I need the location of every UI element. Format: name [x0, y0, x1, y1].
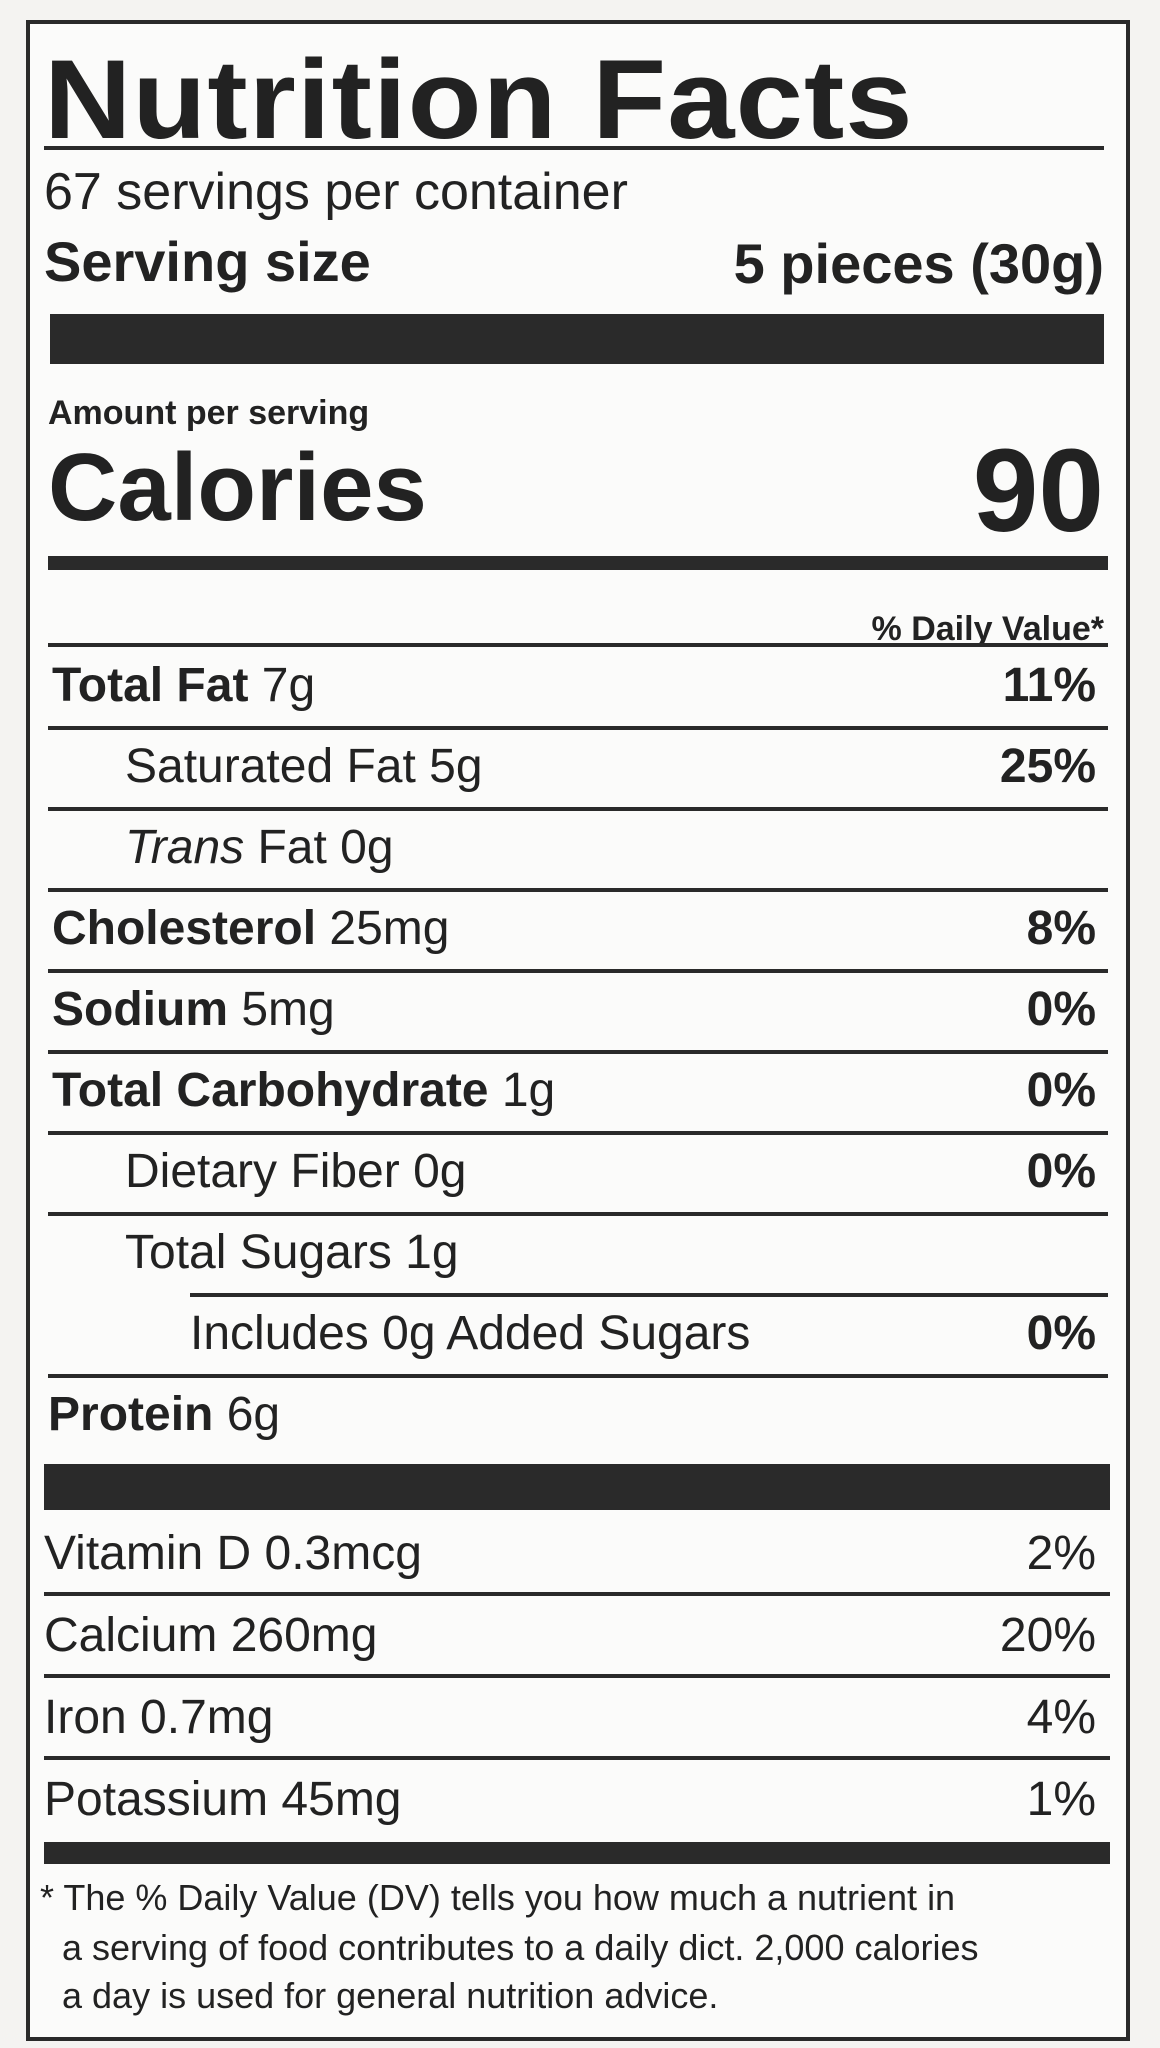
nutrient-name: Dietary Fiber 0g: [125, 1145, 467, 1198]
nutrient-name: Includes 0g Added Sugars: [190, 1307, 751, 1360]
daily-value: 0%: [1026, 1307, 1096, 1360]
rule: [48, 1131, 1108, 1135]
vitamin-row: Vitamin D 0.3mcg 2%: [30, 1524, 1126, 1584]
nutrient-name: Cholesterol: [52, 902, 317, 955]
vitamin-row: Calcium 260mg 20%: [30, 1606, 1126, 1666]
thick-rule: [48, 556, 1108, 570]
nutrient-name-wrap: Saturated Fat 5g: [125, 737, 483, 797]
calories-label: Calories: [48, 434, 427, 541]
vitamin-row: Iron 0.7mg 4%: [30, 1688, 1126, 1748]
nutrient-amount: 1g: [501, 1064, 556, 1117]
nutrient-name: Sodium: [52, 983, 228, 1036]
daily-value: 2%: [1026, 1527, 1096, 1580]
title: Nutrition Facts: [44, 37, 914, 162]
rule: [48, 1212, 1108, 1216]
footnote-line: a serving of food contributes to a daily…: [62, 1927, 979, 1968]
calories-value: 90: [972, 425, 1104, 557]
serving-size-label: Serving size: [44, 230, 371, 293]
nutrient-name: Saturated Fat 5g: [125, 740, 483, 793]
nutrient-row: Trans Fat 0g: [30, 818, 1126, 878]
vitamin-row: Potassium 45mg 1%: [30, 1770, 1126, 1830]
daily-value-header: % Daily Value*: [871, 610, 1104, 648]
nutrient-amount: 6g: [226, 1388, 281, 1441]
nutrient-name: Total Carbohydrate: [52, 1064, 489, 1117]
rule: [48, 726, 1108, 730]
rule: [48, 969, 1108, 973]
nutrient-name-italic: Trans: [125, 821, 245, 874]
nutrient-row: Total Fat 7g 11%: [30, 656, 1126, 716]
nutrient-name: Fat 0g: [257, 821, 394, 874]
nutrient-name: Protein: [48, 1388, 214, 1441]
daily-value: 0%: [1026, 1064, 1096, 1117]
daily-value: 0%: [1026, 983, 1096, 1036]
thick-rule: [44, 1464, 1110, 1510]
nutrient-row: Total Carbohydrate 1g 0%: [30, 1061, 1126, 1121]
daily-value: 20%: [999, 1609, 1096, 1662]
nutrient-name-wrap: Protein 6g: [48, 1385, 280, 1445]
servings: 67 servings per container: [44, 163, 628, 221]
daily-value: 4%: [1026, 1691, 1096, 1744]
nutrient-name-wrap: Sodium 5mg: [52, 980, 335, 1040]
vitamin-name: Potassium 45mg: [44, 1773, 402, 1826]
nutrient-name: Total Sugars 1g: [125, 1226, 459, 1279]
nutrient-name-wrap: Total Sugars 1g: [125, 1223, 459, 1283]
nutrient-row: Saturated Fat 5g 25%: [30, 737, 1126, 797]
rule: [48, 1374, 1108, 1378]
nutrient-row: Dietary Fiber 0g 0%: [30, 1142, 1126, 1202]
vitamin-name: Vitamin D 0.3mcg: [44, 1527, 422, 1580]
footnote-line: a day is used for general nutrition advi…: [62, 1975, 719, 2016]
thick-rule: [50, 314, 1104, 364]
rule: [44, 1592, 1110, 1596]
nutrient-row: Cholesterol 25mg 8%: [30, 899, 1126, 959]
rule: [48, 888, 1108, 892]
daily-value: 11%: [1002, 659, 1096, 712]
nutrient-row: Includes 0g Added Sugars 0%: [30, 1304, 1126, 1364]
nutrient-amount: 5mg: [241, 983, 335, 1036]
nutrient-name: Total Fat: [52, 659, 249, 712]
serving-size-value: 5 pieces (30g): [733, 232, 1104, 295]
nutrient-name-wrap: Total Carbohydrate 1g: [52, 1061, 555, 1121]
daily-value: 1%: [1026, 1773, 1096, 1826]
nutrient-name-wrap: Total Fat 7g: [52, 656, 315, 716]
rule: [44, 1756, 1110, 1760]
daily-value: 25%: [999, 740, 1096, 793]
rule: [190, 1293, 1108, 1297]
footnote-line: * The % Daily Value (DV) tells you how m…: [40, 1877, 956, 1918]
nutrient-row: Total Sugars 1g: [30, 1223, 1126, 1283]
nutrient-name-wrap: Dietary Fiber 0g: [125, 1142, 466, 1202]
nutrient-name-wrap: Includes 0g Added Sugars: [190, 1304, 750, 1364]
nutrient-amount: 25mg: [329, 902, 450, 955]
nutrient-row: Sodium 5mg 0%: [30, 980, 1126, 1040]
rule: [48, 807, 1108, 811]
nutrition-label: Nutrition Facts 67 servings per containe…: [26, 20, 1130, 2041]
daily-value: 0%: [1026, 1145, 1096, 1198]
rule: [48, 1050, 1108, 1054]
nutrient-name-wrap: Cholesterol 25mg: [52, 899, 449, 959]
rule: [44, 146, 1104, 150]
vitamin-name: Iron 0.7mg: [44, 1691, 274, 1744]
vitamin-name: Calcium 260mg: [44, 1609, 378, 1662]
nutrient-row: Protein 6g: [30, 1385, 1126, 1445]
rule: [44, 1674, 1110, 1678]
nutrient-amount: 7g: [261, 659, 316, 712]
rule: [48, 643, 1108, 647]
thick-rule: [44, 1842, 1110, 1864]
amount-per-serving: Amount per serving: [48, 394, 370, 432]
nutrient-name-wrap: Trans Fat 0g: [125, 818, 394, 878]
daily-value: 8%: [1026, 902, 1096, 955]
